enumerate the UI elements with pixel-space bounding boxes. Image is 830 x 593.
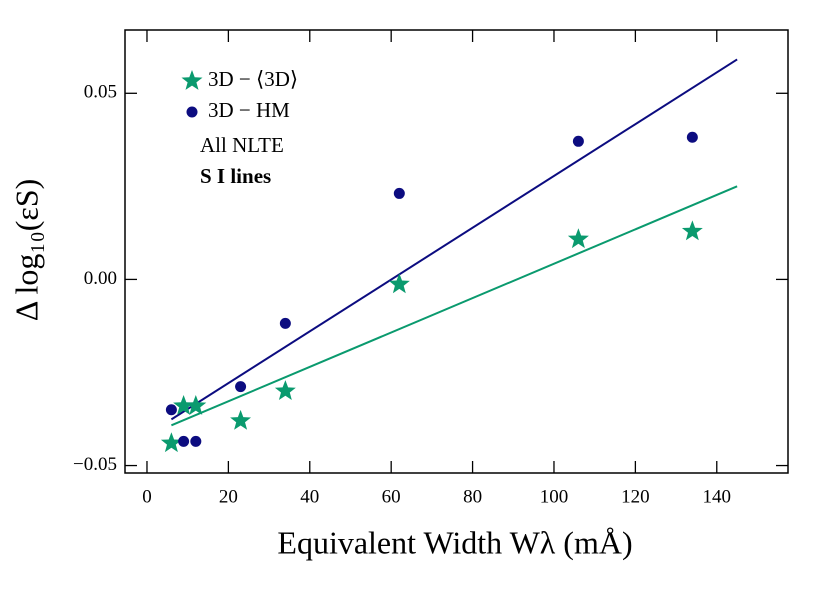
legend-label: 3D − ⟨3D⟩ — [208, 67, 298, 91]
annotation: All NLTE — [200, 133, 284, 157]
x-tick-label: 60 — [382, 486, 401, 507]
annotation: S I lines — [200, 164, 271, 188]
data-point — [160, 432, 182, 453]
data-point — [165, 404, 177, 416]
y-tick-label: 0.00 — [84, 268, 117, 289]
data-point — [279, 317, 291, 329]
x-tick-label: 20 — [219, 486, 238, 507]
data-point — [393, 187, 405, 199]
x-tick-label: 100 — [540, 486, 569, 507]
x-axis-label: Equivalent Width Wλ (mÅ) — [277, 524, 632, 560]
data-point — [274, 380, 296, 400]
x-tick-label: 140 — [703, 486, 732, 507]
x-tick-label: 80 — [463, 486, 482, 507]
plot-frame — [124, 29, 789, 474]
y-tick-label: −0.05 — [73, 454, 117, 475]
data-point — [686, 131, 698, 143]
y-axis-label: Δ log₁₀(εS) — [8, 179, 44, 322]
data-point — [567, 228, 589, 249]
legend-marker — [186, 106, 198, 118]
data-point — [572, 135, 584, 147]
data-point — [178, 435, 190, 447]
legend-marker — [181, 70, 203, 90]
data-point — [185, 395, 207, 415]
data-point — [190, 435, 202, 447]
data-point — [681, 220, 703, 241]
data-point — [230, 409, 251, 430]
legend-label: 3D − HM — [208, 98, 290, 122]
y-tick-label: 0.05 — [84, 82, 117, 103]
fit-line — [171, 185, 738, 427]
data-point — [388, 273, 410, 294]
data-point — [173, 395, 195, 415]
data-point — [235, 381, 247, 393]
fit-line — [170, 58, 738, 421]
x-tick-label: 40 — [300, 486, 319, 507]
x-tick-label: 0 — [142, 486, 152, 507]
x-tick-label: 120 — [621, 486, 650, 507]
